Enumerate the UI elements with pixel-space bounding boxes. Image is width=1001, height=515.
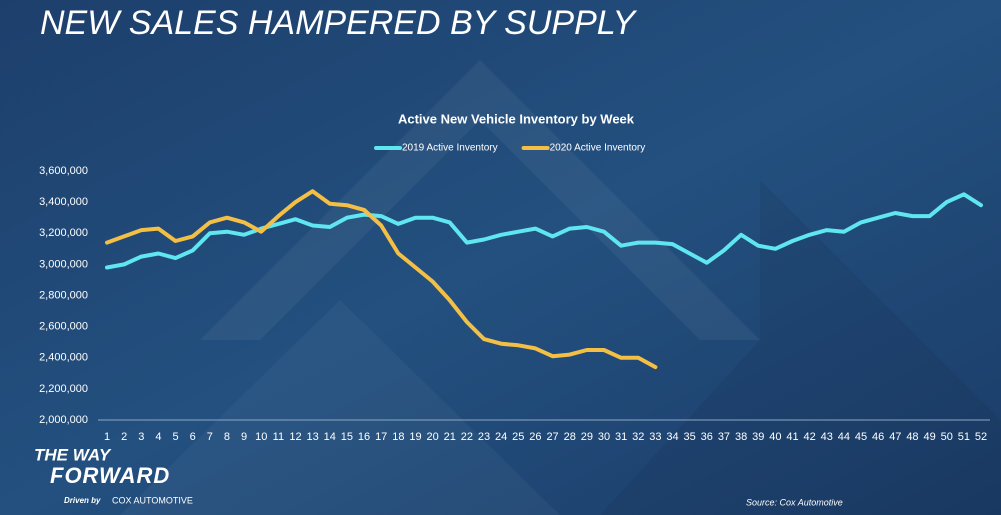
x-tick-label: 24 [495,431,507,443]
x-tick-label: 3 [138,431,144,443]
x-tick-label: 30 [598,431,610,443]
x-tick-label: 41 [786,431,798,443]
x-tick-label: 17 [375,431,387,443]
y-tick-label: 3,000,000 [39,258,88,270]
series-line [105,192,983,270]
driven-by: Driven by [64,496,101,505]
x-tick-label: 10 [255,431,267,443]
x-tick-label: 15 [341,431,353,443]
chart: 2,000,000 2,200,000 2,400,000 2,600,000 2,80… [39,143,990,443]
company: COX AUTOMOTIVE [112,495,193,505]
x-tick-label: 28 [564,431,576,443]
x-tick-label: 48 [906,431,918,443]
x-tick-label: 6 [190,431,196,443]
x-tick-label: 47 [889,431,901,443]
legend-label: 2019 Active Inventory [402,143,498,154]
x-tick-label: 2 [121,431,127,443]
x-tick-label: 32 [632,431,644,443]
y-tick-label: 2,600,000 [39,321,88,333]
x-tick-label: 12 [289,431,301,443]
brand: FORWARD [50,463,170,488]
x-tick-label: 33 [649,431,661,443]
x-tick-label: 21 [444,431,456,443]
x-tick-label: 39 [752,431,764,443]
x-tick-label: 9 [241,431,247,443]
x-tick-label: 38 [735,431,747,443]
x-tick-label: 50 [941,431,953,443]
y-tick-label: 3,600,000 [39,165,88,177]
brand: THE WAY [34,445,112,464]
heading: NEW SALES HAMPERED BY SUPPLY [40,4,638,42]
decor [120,300,560,515]
y-tick-label: 3,200,000 [39,227,88,239]
legend-label: 2020 Active Inventory [550,143,646,154]
decor [200,60,760,340]
y-tick-label: 3,400,000 [39,196,88,208]
x-tick-label: 45 [855,431,867,443]
x-tick-label: 34 [666,431,678,443]
x-tick-label: 29 [581,431,593,443]
x-tick-label: 26 [529,431,541,443]
x-tick-label: 42 [804,431,816,443]
x-tick-label: 7 [207,431,213,443]
x-tick-label: 43 [821,431,833,443]
y-tick-label: 2,200,000 [39,383,88,395]
x-tick-label: 51 [958,431,970,443]
x-tick-label: 19 [409,431,421,443]
x-tick-label: 36 [701,431,713,443]
x-tick-label: 16 [358,431,370,443]
x-tick-label: 27 [546,431,558,443]
y-tick-label: 2,800,000 [39,289,88,301]
x-tick-label: 20 [426,431,438,443]
x-tick-label: 40 [769,431,781,443]
x-tick-label: 8 [224,431,230,443]
x-tick-label: 22 [461,431,473,443]
x-tick-label: 52 [975,431,987,443]
x-tick-label: 46 [872,431,884,443]
x-tick-label: 25 [512,431,524,443]
x-tick-label: 35 [684,431,696,443]
x-tick-label: 44 [838,431,850,443]
decor [600,180,1001,515]
x-tick-label: 13 [307,431,319,443]
x-tick-label: 18 [392,431,404,443]
x-tick-label: 14 [324,431,336,443]
x-tick-label: 23 [478,431,490,443]
x-tick-label: 31 [615,431,627,443]
series-line [105,189,658,370]
chart-title: Active New Vehicle Inventory by Week [398,111,635,126]
x-tick-label: 49 [923,431,935,443]
y-tick-label: 2,400,000 [39,352,88,364]
x-tick-label: 11 [273,431,284,443]
source: Source: Cox Automotive [746,497,843,507]
x-tick-label: 4 [155,431,161,443]
y-tick-label: 2,000,000 [39,414,88,426]
x-tick-label: 37 [718,431,730,443]
x-tick-label: 5 [172,431,178,443]
x-tick-label: 1 [104,431,110,443]
